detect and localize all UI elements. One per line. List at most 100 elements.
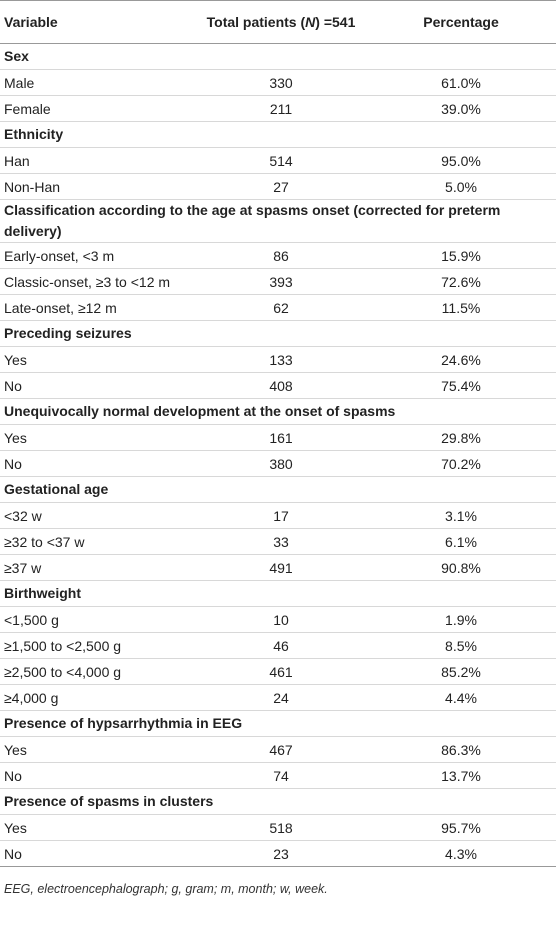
percent-cell: 70.2% (366, 450, 556, 477)
percent-cell: 86.3% (366, 736, 556, 763)
row-label: ≥1,500 to <2,500 g (0, 632, 196, 659)
count-cell: 33 (196, 528, 366, 555)
data-row: No 380 70.2% (0, 450, 556, 477)
data-row: ≥32 to <37 w 33 6.1% (0, 528, 556, 555)
percent-cell: 72.6% (366, 268, 556, 295)
table-body: Sex Male 330 61.0% Female 211 39.0% Ethnicity Ha… (0, 43, 556, 867)
section-title: Presence of hypsarrhythmia in EEG (0, 710, 556, 737)
count-cell: 518 (196, 814, 366, 841)
row-label: No (0, 840, 196, 867)
data-row: No 408 75.4% (0, 372, 556, 399)
header-text: ) =541 (315, 14, 356, 30)
count-cell: 461 (196, 658, 366, 685)
row-label: No (0, 450, 196, 477)
data-row: No 23 4.3% (0, 840, 556, 867)
percent-cell: 8.5% (366, 632, 556, 659)
count-cell: 27 (196, 173, 366, 200)
section-row: Gestational age (0, 476, 556, 503)
row-label: Late-onset, ≥12 m (0, 294, 196, 321)
count-cell: 211 (196, 95, 366, 122)
count-cell: 62 (196, 294, 366, 321)
row-label: Yes (0, 424, 196, 451)
percent-cell: 1.9% (366, 606, 556, 633)
section-title: Gestational age (0, 476, 556, 503)
data-row: ≥1,500 to <2,500 g 46 8.5% (0, 632, 556, 659)
count-cell: 408 (196, 372, 366, 399)
section-title: Presence of spasms in clusters (0, 788, 556, 815)
section-title: Ethnicity (0, 121, 556, 148)
data-row: Yes 467 86.3% (0, 736, 556, 763)
data-table: Variable Total patients (N) =541 Percent… (0, 0, 556, 867)
percent-cell: 6.1% (366, 528, 556, 555)
count-cell: 46 (196, 632, 366, 659)
row-label: Han (0, 147, 196, 174)
row-label: Non-Han (0, 173, 196, 200)
percent-cell: 13.7% (366, 762, 556, 789)
section-row: Unequivocally normal development at the … (0, 398, 556, 425)
count-cell: 393 (196, 268, 366, 295)
row-label: Yes (0, 346, 196, 373)
count-cell: 491 (196, 554, 366, 581)
data-row: Early-onset, <3 m 86 15.9% (0, 242, 556, 269)
percent-cell: 24.6% (366, 346, 556, 373)
count-cell: 10 (196, 606, 366, 633)
data-row: Male 330 61.0% (0, 69, 556, 96)
footnote: EEG, electroencephalograph; g, gram; m, … (4, 882, 328, 896)
section-row: Preceding seizures (0, 320, 556, 347)
percent-cell: 15.9% (366, 242, 556, 269)
percent-cell: 61.0% (366, 69, 556, 96)
row-label: <32 w (0, 502, 196, 529)
header-cell: Variable (0, 0, 196, 44)
percent-cell: 29.8% (366, 424, 556, 451)
section-title: Birthweight (0, 580, 556, 607)
percent-cell: 90.8% (366, 554, 556, 581)
data-row: Female 211 39.0% (0, 95, 556, 122)
data-row: <32 w 17 3.1% (0, 502, 556, 529)
count-cell: 133 (196, 346, 366, 373)
data-row: ≥4,000 g 24 4.4% (0, 684, 556, 711)
row-label: Male (0, 69, 196, 96)
section-row: Presence of hypsarrhythmia in EEG (0, 710, 556, 737)
count-cell: 24 (196, 684, 366, 711)
count-cell: 330 (196, 69, 366, 96)
section-row: Sex (0, 43, 556, 70)
section-row: Presence of spasms in clusters (0, 788, 556, 815)
header-cell: Percentage (366, 0, 556, 44)
row-label: No (0, 762, 196, 789)
count-cell: 23 (196, 840, 366, 867)
percent-cell: 3.1% (366, 502, 556, 529)
header-text: N (305, 14, 316, 30)
header-row: Variable Total patients (N) =541 Percent… (0, 0, 556, 44)
percent-cell: 5.0% (366, 173, 556, 200)
section-title: Classification according to the age at s… (0, 199, 556, 243)
data-row: Non-Han 27 5.0% (0, 173, 556, 200)
row-label: Classic-onset, ≥3 to <12 m (0, 268, 196, 295)
data-row: Yes 133 24.6% (0, 346, 556, 373)
count-cell: 86 (196, 242, 366, 269)
row-label: ≥4,000 g (0, 684, 196, 711)
header-text: Total patients ( (206, 14, 306, 30)
data-row: Yes 518 95.7% (0, 814, 556, 841)
section-row: Classification according to the age at s… (0, 199, 556, 243)
count-cell: 17 (196, 502, 366, 529)
percent-cell: 75.4% (366, 372, 556, 399)
percent-cell: 4.4% (366, 684, 556, 711)
row-label: Yes (0, 814, 196, 841)
percent-cell: 11.5% (366, 294, 556, 321)
row-label: ≥37 w (0, 554, 196, 581)
section-title: Sex (0, 43, 556, 70)
data-row: Yes 161 29.8% (0, 424, 556, 451)
count-cell: 380 (196, 450, 366, 477)
data-row: Classic-onset, ≥3 to <12 m 393 72.6% (0, 268, 556, 295)
percent-cell: 39.0% (366, 95, 556, 122)
data-row: Han 514 95.0% (0, 147, 556, 174)
row-label: Yes (0, 736, 196, 763)
header-cell: Total patients (N) =541 (196, 0, 366, 44)
percent-cell: 4.3% (366, 840, 556, 867)
percent-cell: 95.7% (366, 814, 556, 841)
percent-cell: 95.0% (366, 147, 556, 174)
count-cell: 514 (196, 147, 366, 174)
section-row: Birthweight (0, 580, 556, 607)
row-label: ≥2,500 to <4,000 g (0, 658, 196, 685)
